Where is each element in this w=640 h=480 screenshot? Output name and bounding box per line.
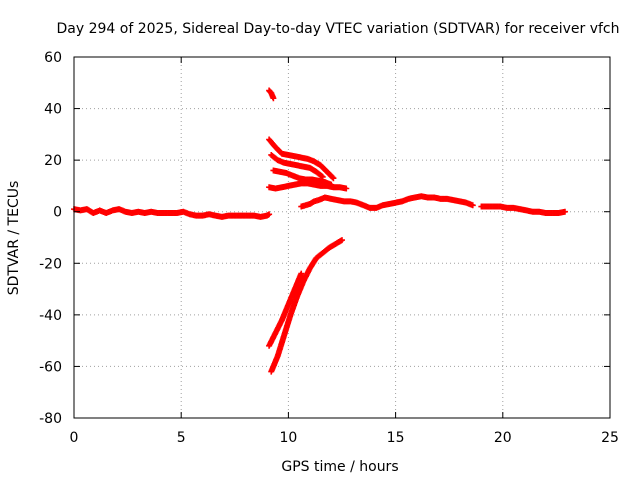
x-axis-label: GPS time / hours [281, 459, 398, 475]
y-tick-label: 40 [44, 102, 62, 118]
axis-ticks: 0 5 10 15 20 25 -80 -60 -40 -20 0 20 40 60 [39, 50, 619, 446]
series-rising-2 [266, 270, 305, 349]
y-axis-label: SDTVAR / TECUs [6, 181, 22, 296]
y-tick-label: 60 [44, 50, 62, 66]
series-rising-1 [268, 237, 345, 375]
y-tick-label: -60 [39, 359, 62, 375]
data-point-marker [318, 173, 325, 180]
series-baseline-2 [298, 193, 476, 211]
y-tick-label: 20 [44, 153, 62, 169]
x-tick-label: 0 [70, 430, 79, 446]
data-points [71, 87, 568, 375]
chart-title: Day 294 of 2025, Sidereal Day-to-day VTE… [56, 21, 619, 37]
series-upper-arc-2 [268, 151, 326, 180]
x-tick-label: 20 [494, 430, 512, 446]
series-short-high [266, 87, 277, 102]
plot-frame [73, 56, 611, 419]
x-tick-label: 10 [279, 430, 297, 446]
data-point-marker [469, 202, 476, 209]
series-low-arc [266, 180, 350, 192]
data-point-marker [330, 175, 337, 182]
y-tick-label: -20 [39, 256, 62, 272]
series-upper-arc-1 [266, 136, 337, 182]
series-baseline-1 [71, 206, 273, 220]
data-point-marker [561, 208, 568, 215]
data-point-marker [343, 185, 350, 192]
x-tick-label: 5 [177, 430, 186, 446]
data-point-marker [329, 174, 336, 181]
grid [74, 57, 610, 418]
y-tick-label: -80 [39, 411, 62, 427]
x-tick-label: 15 [387, 430, 405, 446]
y-tick-label: 0 [53, 205, 62, 221]
data-point-marker [266, 211, 273, 218]
x-tick-label: 25 [601, 430, 619, 446]
data-point-marker [339, 237, 345, 244]
data-point-marker [270, 95, 277, 102]
y-tick-label: -40 [39, 308, 62, 324]
series-baseline-3 [478, 203, 568, 217]
data-point-marker [298, 270, 305, 277]
